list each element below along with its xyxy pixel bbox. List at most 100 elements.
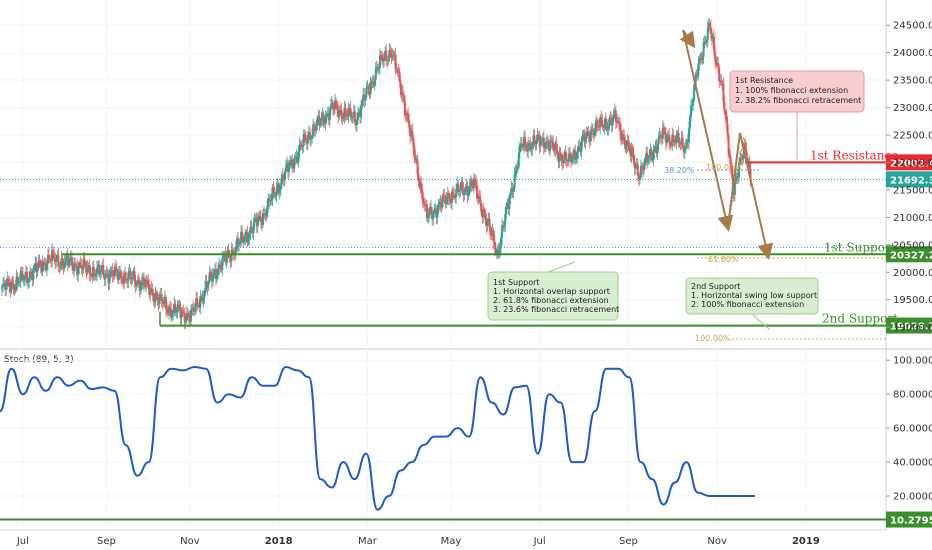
- resistance-note-title: 1st Resistance: [735, 76, 793, 85]
- candle-body: [5, 285, 8, 290]
- candle-body: [655, 145, 658, 154]
- candle-body: [399, 82, 402, 96]
- candle-body: [289, 161, 292, 166]
- candle-body: [45, 262, 48, 271]
- candle-body: [470, 180, 473, 186]
- candle-body: [326, 113, 329, 115]
- candle-body: [663, 131, 666, 135]
- candle-body: [664, 134, 667, 143]
- candle-body: [654, 145, 657, 149]
- candle-body: [275, 188, 278, 196]
- candle-body: [23, 276, 26, 279]
- candle-body: [396, 70, 399, 72]
- candle-body: [142, 277, 145, 286]
- candle-body: [92, 267, 95, 274]
- candle-body: [359, 111, 362, 117]
- candle-body: [236, 238, 239, 246]
- candle-body: [19, 271, 22, 282]
- candle-body: [49, 258, 52, 260]
- candle-body: [52, 249, 55, 255]
- candle-body: [113, 266, 116, 277]
- candle-body: [306, 135, 309, 144]
- candle-body: [69, 257, 72, 259]
- candle-body: [651, 155, 654, 161]
- candle-body: [606, 128, 609, 130]
- candle-body: [22, 278, 25, 281]
- stoch-tick-label: 40.0000: [893, 458, 932, 469]
- candle-body: [307, 132, 310, 136]
- level-value-label: 19028.7: [890, 322, 932, 333]
- candle-body: [207, 280, 210, 285]
- stoch-line: [0, 365, 755, 511]
- candle-body: [241, 231, 244, 237]
- candle-body: [607, 125, 610, 129]
- candle-body: [464, 188, 467, 192]
- candle-body: [678, 143, 681, 145]
- candle-body: [105, 273, 108, 275]
- candle-body: [91, 267, 94, 277]
- candle-body: [374, 67, 377, 80]
- candle-body: [133, 271, 136, 282]
- candle-body: [701, 56, 704, 61]
- candle-body: [480, 202, 483, 212]
- candle-body: [482, 209, 485, 217]
- candle-body: [10, 281, 13, 292]
- candle-body: [322, 113, 325, 123]
- candle-body: [423, 204, 426, 206]
- candle-body: [263, 212, 266, 214]
- candle-body: [177, 304, 180, 308]
- candle-body: [345, 114, 348, 116]
- candle-body: [459, 189, 462, 191]
- candle-body: [610, 120, 613, 126]
- candle-body: [163, 296, 166, 304]
- candle-body: [361, 100, 364, 107]
- candle-body: [203, 290, 206, 298]
- candle-body: [311, 135, 314, 139]
- candle-body: [164, 296, 167, 309]
- candle-body: [418, 181, 421, 188]
- candle-body: [172, 309, 175, 314]
- candle-body: [334, 100, 337, 110]
- candle-body: [413, 146, 416, 158]
- fib-arrow-3: [727, 132, 741, 227]
- candle-body: [42, 261, 45, 264]
- candle-body: [680, 137, 683, 144]
- candle-body: [216, 274, 219, 279]
- candle-body: [716, 62, 719, 65]
- candle-body: [697, 63, 700, 77]
- candle-body: [224, 255, 227, 263]
- candle-body: [677, 133, 680, 144]
- candle-body: [329, 104, 332, 110]
- candle-body: [215, 269, 218, 279]
- candle-body: [614, 110, 617, 122]
- candle-body: [600, 117, 603, 121]
- candle-body: [684, 145, 687, 149]
- candle-body: [556, 150, 559, 155]
- candle-body: [40, 266, 43, 272]
- candle-body: [458, 190, 461, 192]
- candle-body: [100, 269, 103, 272]
- candle-body: [154, 292, 157, 302]
- fib-100-label: 100.00%: [695, 334, 731, 343]
- candle-body: [246, 232, 249, 243]
- candle-body: [219, 264, 222, 267]
- candle-body: [605, 119, 608, 130]
- candle-body: [547, 141, 550, 144]
- candle-body: [94, 274, 97, 277]
- candle-body: [489, 228, 492, 233]
- candle-body: [85, 266, 88, 273]
- candle-body: [599, 117, 602, 128]
- candle-body: [415, 159, 418, 161]
- candle-body: [169, 306, 172, 310]
- grid-layer: [0, 0, 886, 530]
- stoch-level-tag: [886, 511, 932, 528]
- candle-body: [706, 28, 709, 41]
- candle-body: [474, 181, 477, 186]
- candle-body: [217, 268, 220, 275]
- candle-body: [101, 265, 104, 270]
- candle-body: [26, 271, 29, 283]
- candle-body: [237, 243, 240, 246]
- candle-body: [340, 109, 343, 116]
- candle-body: [295, 156, 298, 158]
- candle-body: [430, 206, 433, 213]
